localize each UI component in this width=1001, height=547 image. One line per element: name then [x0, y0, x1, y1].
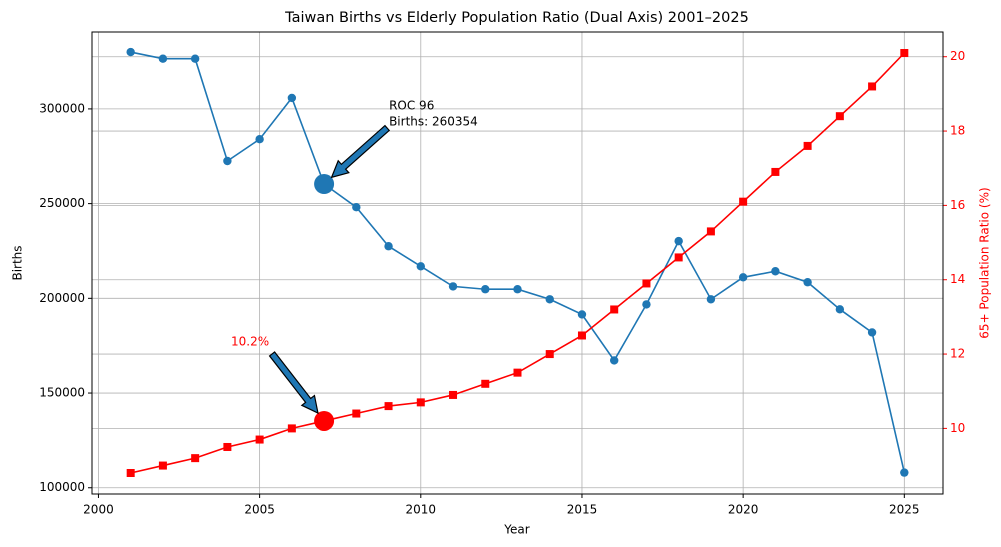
square-marker	[416, 398, 425, 407]
square-marker	[835, 112, 844, 121]
circle-marker	[158, 54, 168, 63]
circle-marker	[706, 295, 716, 304]
circle-marker	[835, 305, 845, 314]
square-marker	[739, 197, 748, 206]
annotation-text: ROC 96	[389, 99, 434, 113]
circle-marker	[738, 273, 748, 282]
y2-tick-label: 10	[950, 421, 965, 435]
annotation-text: 10.2%	[231, 334, 269, 348]
circle-marker	[416, 262, 425, 271]
annotation-arrow	[330, 124, 391, 179]
circle-marker	[255, 135, 264, 144]
circle-marker	[384, 242, 393, 251]
x-tick-label: 2025	[889, 503, 920, 517]
square-marker	[900, 49, 909, 57]
circle-marker	[190, 54, 200, 63]
series-line	[130, 51, 906, 473]
square-marker	[706, 227, 715, 236]
square-marker	[191, 454, 200, 463]
circle-marker	[481, 285, 490, 294]
circle-marker	[803, 278, 812, 287]
square-marker	[610, 305, 619, 314]
square-marker	[481, 379, 490, 388]
circle-marker	[545, 295, 554, 304]
annotation-arrow	[268, 351, 319, 415]
square-marker	[287, 424, 296, 433]
square-marker	[126, 469, 135, 477]
annotation-text: Births: 260354	[389, 115, 478, 129]
x-tick-label: 2020	[728, 503, 759, 517]
circle-marker	[674, 236, 683, 246]
circle-marker	[771, 267, 780, 276]
y2-tick-label: 20	[950, 49, 965, 63]
square-marker	[674, 253, 683, 262]
square-marker	[158, 461, 167, 470]
circle-marker	[352, 203, 361, 212]
square-marker	[771, 167, 780, 176]
square-marker	[803, 141, 812, 150]
x-tick-label: 2005	[244, 503, 275, 517]
y-tick-label: 200000	[39, 291, 85, 305]
circle-marker	[642, 300, 651, 309]
y2-tick-label: 14	[950, 272, 965, 286]
circle-marker	[610, 356, 619, 365]
circle-marker	[513, 285, 522, 294]
square-marker	[545, 350, 554, 359]
y2-tick-label: 18	[950, 124, 965, 138]
circle-marker	[867, 328, 877, 337]
y-tick-label: 300000	[39, 101, 85, 115]
chart-title: Taiwan Births vs Elderly Population Rati…	[284, 10, 749, 26]
circle-marker	[126, 47, 135, 57]
y-tick-label: 250000	[39, 196, 85, 210]
square-marker	[352, 409, 361, 418]
square-marker	[868, 82, 877, 91]
series-line	[130, 52, 905, 474]
y2-tick-label: 16	[950, 198, 965, 212]
circle-marker	[448, 282, 458, 291]
y-axis-label: Births	[11, 245, 25, 280]
circle-marker	[287, 93, 297, 103]
x-tick-label: 2015	[567, 503, 598, 517]
square-marker	[642, 279, 651, 288]
y2-axis-label: 65+ Population Ratio (%)	[978, 187, 992, 338]
square-marker	[513, 368, 522, 377]
square-marker	[223, 442, 232, 451]
y-tick-label: 150000	[39, 386, 85, 400]
square-marker	[255, 435, 264, 444]
highlight-marker	[314, 174, 335, 195]
circle-marker	[577, 310, 587, 319]
highlight-marker	[314, 410, 335, 431]
square-marker	[577, 331, 586, 340]
circle-marker	[900, 468, 909, 477]
plot-frame	[91, 31, 944, 495]
x-tick-label: 2000	[83, 503, 114, 517]
y2-tick-label: 12	[950, 347, 965, 361]
x-axis-label: Year	[503, 523, 529, 537]
x-tick-label: 2010	[406, 503, 437, 517]
square-marker	[449, 390, 458, 399]
square-marker	[384, 402, 393, 411]
circle-marker	[223, 156, 232, 166]
y-tick-label: 100000	[39, 480, 85, 494]
